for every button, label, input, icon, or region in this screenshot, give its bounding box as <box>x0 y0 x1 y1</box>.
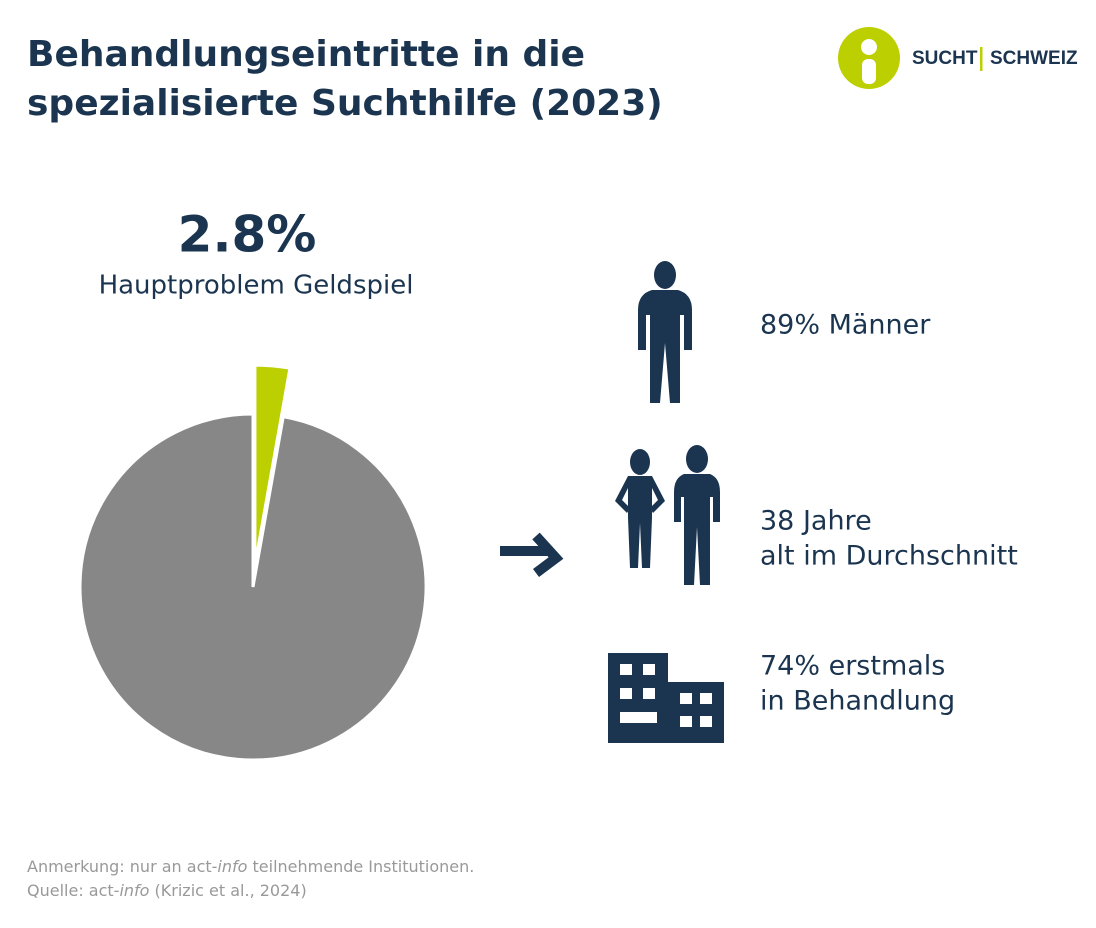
fact-text: in Behandlung <box>760 686 955 717</box>
fact-text: alt im Durchschnitt <box>760 541 1018 572</box>
arrow <box>500 532 564 577</box>
footnote: Quelle: act-info (Krizic et al., 2024) <box>27 881 307 900</box>
footnote-part: info <box>217 857 247 876</box>
footnote-part: info <box>119 881 149 900</box>
footnote-part: (Krizic et al., 2024) <box>149 881 306 900</box>
footnote: Anmerkung: nur an act-info teilnehmende … <box>27 857 474 876</box>
logo-text: SUCHT <box>912 48 978 69</box>
footnote-part: teilnehmende Institutionen. <box>247 857 474 876</box>
value-label: 2.8% <box>178 206 317 264</box>
chart-title: Behandlungseintritte in die spezialisier… <box>27 34 663 124</box>
logo: SUCHT SCHWEIZ <box>838 27 1078 89</box>
pie-slice <box>78 412 428 762</box>
man-icon <box>638 261 692 403</box>
logo-text: SCHWEIZ <box>990 48 1078 69</box>
slice-label: Hauptproblem Geldspiel <box>99 271 414 301</box>
pie-slice <box>253 363 292 566</box>
facts: 89% Männer 38 Jahre alt im Durchschnitt 74%… <box>760 310 1018 717</box>
fact-text: 74% erstmals <box>760 651 945 682</box>
couple-icon <box>615 445 720 585</box>
fact-text: 89% Männer <box>760 310 931 341</box>
pie <box>78 363 428 762</box>
footer: Anmerkung: nur an act-info teilnehmende … <box>27 857 474 900</box>
building-icon <box>608 653 724 743</box>
footnote-part: Quelle: act- <box>27 881 119 900</box>
fact-text: 38 Jahre <box>760 506 872 537</box>
footnote-part: Anmerkung: nur an act- <box>27 857 217 876</box>
